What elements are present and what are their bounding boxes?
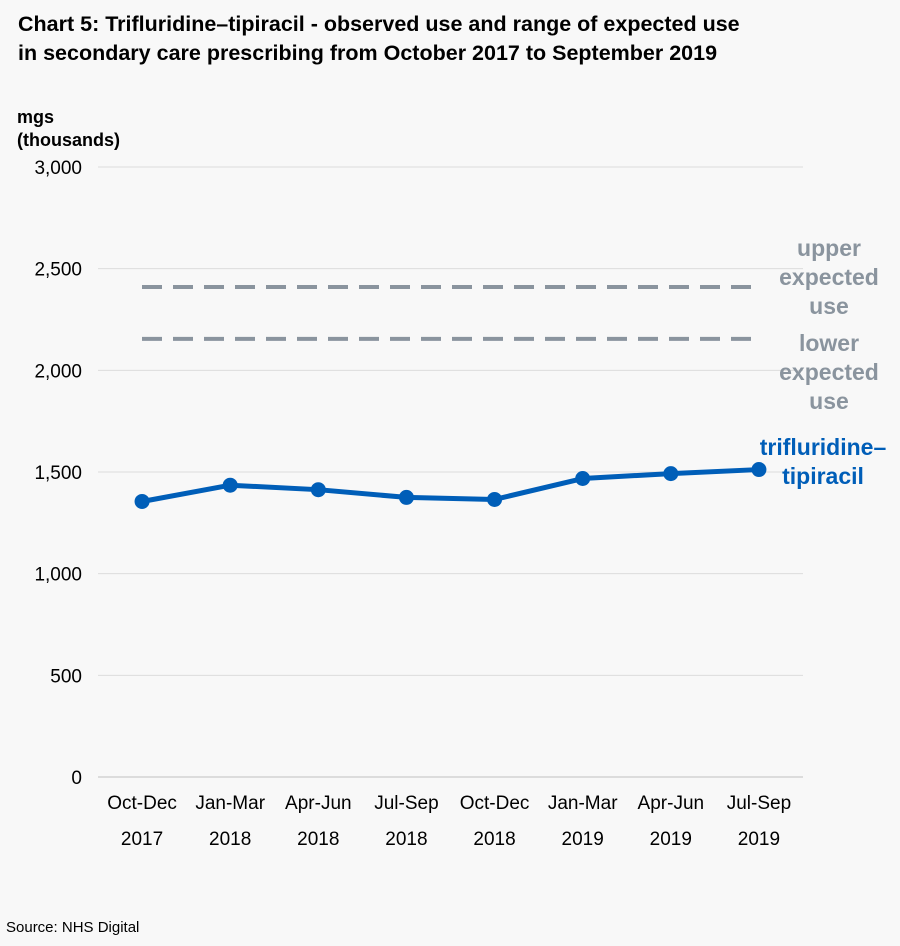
y-tick-label: 1,500 — [34, 463, 82, 484]
data-point — [398, 489, 414, 505]
data-point — [663, 466, 679, 482]
reference-line-label: use — [809, 293, 849, 319]
x-tick-label-year: 2018 — [385, 829, 427, 850]
y-tick-label: 1,000 — [34, 565, 82, 586]
series-line — [141, 467, 760, 504]
data-point — [575, 471, 591, 487]
x-tick-label: Jul-Sep — [727, 793, 791, 814]
x-tick-label-year: 2017 — [121, 829, 163, 850]
x-tick-label: Jan-Mar — [548, 793, 618, 814]
chart-title-line-2: in secondary care prescribing from Octob… — [18, 41, 718, 65]
x-tick-label: Jan-Mar — [195, 793, 265, 814]
series-label: trifluridine– — [760, 434, 887, 460]
chart-title-line-1: Chart 5: Trifluridine–tipiracil - observ… — [18, 12, 740, 36]
series-label: tipiracil — [782, 463, 864, 489]
x-tick-label-year: 2019 — [562, 829, 604, 850]
y-axis-label-line-2: (thousands) — [17, 130, 120, 150]
chart-title: Chart 5: Trifluridine–tipiracil - observ… — [18, 10, 888, 68]
reference-line-label: upper — [797, 235, 861, 261]
x-tick-label-year: 2019 — [738, 829, 780, 850]
x-tick-label-year: 2018 — [209, 829, 251, 850]
x-tick-label: Jul-Sep — [374, 793, 438, 814]
y-tick-label: 500 — [50, 666, 82, 687]
data-point — [487, 491, 503, 507]
x-tick-label: Oct-Dec — [460, 793, 530, 814]
y-tick-label: 2,500 — [34, 260, 82, 281]
data-point — [310, 482, 326, 498]
y-axis-label: mgs (thousands) — [17, 106, 177, 152]
source-note: Source: NHS Digital — [6, 919, 140, 936]
reference-line-label: expected — [779, 264, 879, 290]
x-tick-label: Oct-Dec — [107, 793, 177, 814]
reference-line-label: expected — [779, 359, 879, 385]
data-point — [751, 462, 767, 478]
x-tick-label: Apr-Jun — [285, 793, 352, 814]
data-point — [134, 493, 150, 509]
reference-line-label: use — [809, 388, 849, 414]
y-axis-label-line-1: mgs — [17, 107, 55, 127]
x-tick-label: Apr-Jun — [638, 793, 705, 814]
y-tick-label: 3,000 — [34, 158, 82, 179]
y-tick-label: 0 — [71, 768, 82, 789]
data-point — [222, 477, 238, 493]
y-tick-label: 2,000 — [34, 361, 82, 382]
reference-line-label: lower — [799, 330, 859, 356]
x-tick-label-year: 2018 — [473, 829, 515, 850]
x-tick-label-year: 2019 — [650, 829, 692, 850]
x-tick-label-year: 2018 — [297, 829, 339, 850]
